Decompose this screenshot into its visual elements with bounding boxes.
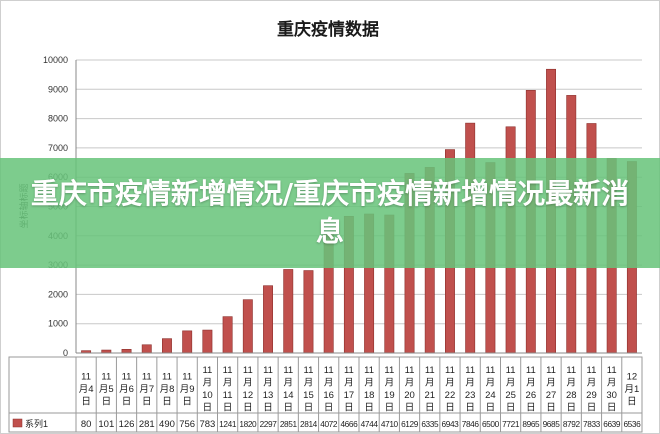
chart-title: 重庆疫情数据 — [277, 19, 379, 40]
y-tick-label: 10000 — [43, 55, 68, 65]
bar — [141, 344, 152, 354]
x-category-label: 11 月 10 日 — [202, 365, 213, 414]
x-category-label: 11 月 20 日 — [404, 365, 415, 414]
bar — [162, 338, 172, 354]
data-table-value: 6500 — [482, 419, 500, 429]
data-table-value: 101 — [98, 419, 114, 430]
x-category-label: 11 月 30 日 — [606, 365, 617, 414]
data-table-value: 4072 — [320, 419, 338, 429]
data-table-value: 6129 — [401, 419, 419, 429]
y-tick-label: 0 — [63, 348, 68, 358]
x-category-label: 11 月 26 日 — [526, 365, 537, 414]
data-table-value: 126 — [119, 419, 135, 430]
data-table-value: 80 — [81, 419, 92, 430]
x-category-label: 11 月 12 日 — [243, 365, 254, 414]
bar — [202, 329, 213, 354]
bar — [283, 269, 294, 354]
data-table-value: 281 — [139, 419, 155, 430]
data-table-value: 783 — [199, 419, 215, 430]
x-category-label: 11 月 16 日 — [323, 365, 334, 414]
x-category-label: 11 月 17 日 — [344, 365, 355, 414]
y-tick-label: 7000 — [48, 143, 68, 153]
data-table-value: 2297 — [260, 419, 278, 429]
banner-text: 重庆市疫情新增情况/重庆市疫情新增情况最新消息 — [30, 177, 630, 248]
y-tick-label: 1000 — [48, 319, 68, 329]
x-category-label: 11 月 19 日 — [384, 365, 395, 414]
x-category-label: 11 月 23 日 — [465, 365, 476, 414]
x-category-label: 11 月9 日 — [180, 371, 195, 407]
data-table-value: 756 — [179, 419, 195, 430]
data-table-value: 6943 — [442, 419, 460, 429]
data-table-value: 7721 — [502, 419, 520, 429]
x-category-label: 11 月 18 日 — [364, 365, 375, 414]
bar — [182, 330, 193, 354]
watermark-banner: 重庆市疫情新增情况/重庆市疫情新增情况最新消息 — [0, 158, 660, 268]
x-category-label: 11 月 21 日 — [424, 365, 435, 414]
data-table-value: 7833 — [583, 419, 601, 429]
x-category-label: 11 月 11 日 — [223, 365, 233, 414]
data-table-value: 490 — [159, 419, 175, 430]
data-table-value: 9685 — [543, 419, 561, 429]
data-table-border — [8, 356, 643, 433]
x-category-label: 11 月 24 日 — [485, 365, 496, 414]
data-table-value: 8792 — [563, 419, 581, 429]
x-category-label: 11 月 27 日 — [546, 365, 557, 414]
data-table-value: 4666 — [340, 419, 358, 429]
legend-key — [12, 418, 23, 428]
x-category-label: 11 月 14 日 — [283, 365, 294, 414]
x-category-label: 11 月 25 日 — [505, 365, 516, 414]
x-category-label: 11 月 28 日 — [566, 365, 577, 414]
data-table-value: 4744 — [361, 419, 379, 429]
data-table-value: 6639 — [603, 419, 621, 429]
data-table-value: 6335 — [421, 419, 439, 429]
data-table-value: 7846 — [462, 419, 480, 429]
x-category-label: 12 月1 日 — [624, 371, 639, 407]
data-table-value: 8965 — [522, 419, 540, 429]
data-table-value: 6536 — [623, 419, 641, 429]
data-table-value: 1820 — [239, 419, 257, 429]
bar — [303, 270, 314, 354]
y-tick-label: 9000 — [48, 84, 68, 94]
x-category-label: 11 月8 日 — [160, 371, 175, 407]
x-category-label: 11 月 13 日 — [263, 365, 274, 414]
x-category-label: 11 月 22 日 — [445, 365, 456, 414]
legend-label: 系列1 — [25, 418, 48, 429]
data-table-value: 2851 — [280, 419, 298, 429]
x-category-label: 11 月 15 日 — [303, 365, 314, 414]
x-category-label: 11 月5 日 — [99, 371, 114, 407]
y-tick-label: 8000 — [48, 114, 68, 124]
data-table-value: 2814 — [300, 419, 318, 429]
data-table-value: 1241 — [219, 419, 237, 429]
bar — [121, 349, 132, 354]
y-tick-label: 2000 — [48, 289, 68, 299]
bar — [222, 316, 233, 354]
x-category-label: 11 月7 日 — [139, 371, 154, 407]
bar — [242, 299, 253, 354]
x-category-label: 11 月 29 日 — [586, 365, 597, 414]
bar — [263, 285, 273, 354]
data-table-value: 4710 — [381, 419, 399, 429]
x-category-label: 11 月4 日 — [79, 371, 94, 407]
x-category-label: 11 月6 日 — [119, 371, 134, 407]
